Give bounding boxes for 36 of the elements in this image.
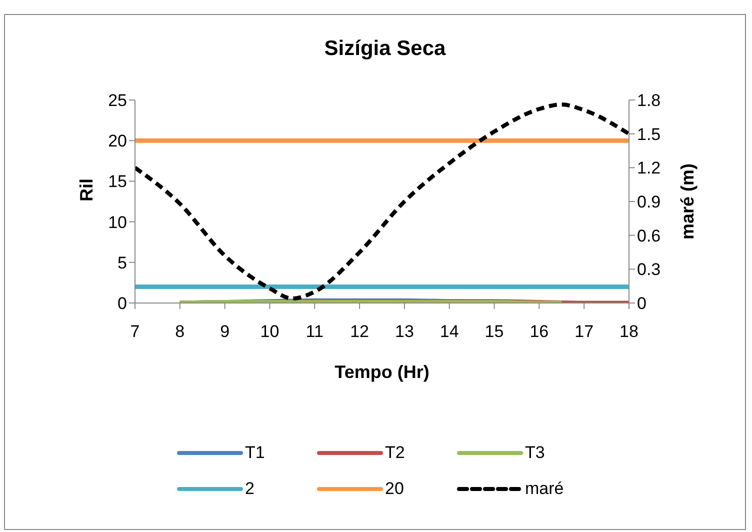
legend-label: 2: [245, 479, 254, 499]
legend-label: T1: [245, 443, 265, 463]
y2-axis-title: maré (m): [677, 163, 698, 240]
y-tick-label: 25: [108, 91, 127, 110]
x-tick-label: 8: [175, 322, 185, 342]
chart-title: Sizígia Seca: [323, 37, 447, 61]
legend-label: 20: [385, 479, 404, 499]
y-tick-label: 5: [118, 253, 127, 272]
x-tick-label: 16: [530, 322, 549, 342]
x-tick-label: 15: [484, 322, 504, 342]
y2-tick-label: 1.5: [637, 124, 661, 144]
legend-label: maré: [525, 479, 564, 499]
y2-tick-label: 0.6: [637, 226, 661, 246]
y-tick-label: 20: [108, 132, 127, 151]
y2-tick-label: 0: [637, 294, 646, 314]
y2-tick-label: 0.3: [637, 260, 661, 280]
legend-label: T3: [525, 443, 545, 463]
y-tick-label: 0: [118, 294, 127, 314]
x-tick-label: 11: [306, 322, 324, 342]
y-axis-title: Ril: [76, 178, 96, 202]
y-tick-label: 10: [108, 212, 127, 232]
x-tick-label: 12: [350, 322, 370, 342]
y2-tick-label: 1.8: [637, 91, 661, 110]
legend-label: T2: [385, 443, 405, 463]
x-tick-label: 17: [574, 322, 594, 342]
y2-tick-label: 0.9: [637, 192, 661, 212]
x-tick-label: 14: [440, 322, 459, 342]
y2-tick-label: 1.2: [637, 158, 661, 178]
x-tick-label: 7: [130, 322, 140, 342]
x-tick-label: 13: [394, 322, 414, 342]
x-tick-label: 18: [620, 322, 638, 342]
line-series: [135, 102, 629, 300]
x-axis-title: Tempo (Hr): [334, 362, 430, 382]
y-tick-label: 15: [108, 172, 127, 192]
x-tick-label: 10: [260, 322, 280, 342]
x-tick-label: 9: [220, 322, 230, 342]
